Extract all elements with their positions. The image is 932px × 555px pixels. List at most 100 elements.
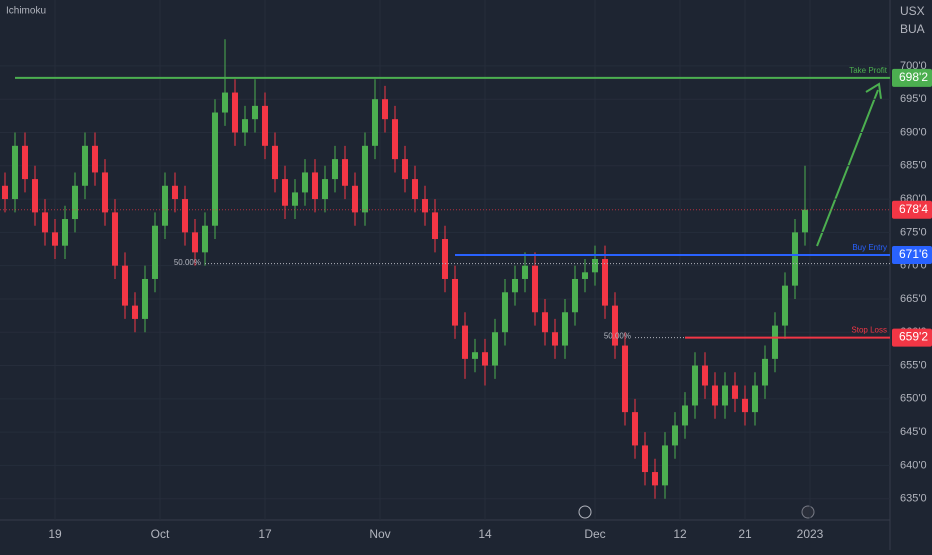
axis-header: USX bbox=[900, 4, 925, 18]
candle-body bbox=[792, 232, 798, 286]
candle-body bbox=[252, 105, 258, 120]
y-tick-label: 695'0 bbox=[900, 93, 927, 105]
candle-body bbox=[122, 265, 128, 306]
candle-body bbox=[72, 185, 78, 220]
candle-body bbox=[52, 232, 58, 246]
candle-body bbox=[222, 92, 228, 113]
candle-body bbox=[292, 192, 298, 206]
level-name: Stop Loss bbox=[851, 326, 887, 335]
candle-body bbox=[112, 212, 118, 266]
event-icon[interactable] bbox=[801, 505, 815, 519]
candle-body bbox=[472, 352, 478, 359]
y-tick-label: 690'0 bbox=[900, 126, 927, 138]
candle-body bbox=[32, 179, 38, 213]
candle-body bbox=[132, 305, 138, 319]
candle-body bbox=[82, 145, 88, 186]
x-tick-label: 12 bbox=[673, 527, 687, 541]
candle-body bbox=[402, 159, 408, 180]
event-icon[interactable] bbox=[578, 505, 592, 519]
candle-body bbox=[342, 159, 348, 186]
candle-body bbox=[162, 185, 168, 226]
candle-body bbox=[412, 179, 418, 200]
x-tick-label: 2023 bbox=[797, 527, 824, 541]
candle-body bbox=[302, 172, 308, 193]
x-tick-label: 21 bbox=[738, 527, 752, 541]
candle-body bbox=[372, 99, 378, 146]
x-tick-label: Nov bbox=[369, 527, 390, 541]
candle-body bbox=[232, 92, 238, 133]
candle-body bbox=[612, 305, 618, 346]
candle-body bbox=[742, 398, 748, 413]
candle-body bbox=[332, 159, 338, 180]
candle-body bbox=[722, 385, 728, 406]
candle-body bbox=[352, 185, 358, 213]
price-tag-label: 678'4 bbox=[899, 202, 928, 216]
candle-body bbox=[142, 278, 148, 319]
y-tick-label: 645'0 bbox=[900, 426, 927, 438]
candle-body bbox=[312, 172, 318, 200]
y-tick-label: 650'0 bbox=[900, 393, 927, 405]
candle-body bbox=[562, 312, 568, 346]
candle-body bbox=[212, 112, 218, 226]
candle-body bbox=[552, 332, 558, 346]
arrow-head bbox=[865, 82, 882, 100]
price-tag-label: 659'2 bbox=[899, 330, 928, 344]
x-tick-label: 19 bbox=[48, 527, 62, 541]
candle-body bbox=[752, 385, 758, 413]
y-tick-label: 640'0 bbox=[900, 459, 927, 471]
candle-body bbox=[152, 225, 158, 279]
candle-body bbox=[2, 185, 8, 200]
candle-body bbox=[632, 412, 638, 446]
candle-body bbox=[442, 239, 448, 279]
y-tick-label: 675'0 bbox=[900, 226, 927, 238]
candle-body bbox=[482, 352, 488, 366]
candle-body bbox=[62, 219, 68, 246]
price-tag bbox=[892, 200, 932, 219]
price-tag bbox=[892, 328, 932, 347]
candle-body bbox=[242, 119, 248, 133]
candle-body bbox=[462, 325, 468, 359]
candle-body bbox=[282, 179, 288, 206]
candle-body bbox=[22, 145, 28, 180]
candle-body bbox=[712, 385, 718, 406]
candle-body bbox=[172, 185, 178, 200]
axis-header: BUA bbox=[900, 22, 925, 36]
candle-body bbox=[12, 145, 18, 200]
candle-body bbox=[772, 325, 778, 359]
candle-body bbox=[802, 209, 808, 233]
candle-body bbox=[762, 358, 768, 386]
candle-body bbox=[542, 312, 548, 333]
candle-body bbox=[192, 232, 198, 253]
candle-body bbox=[622, 345, 628, 413]
candle-body bbox=[362, 145, 368, 213]
candle-body bbox=[102, 172, 108, 213]
candle-body bbox=[782, 285, 788, 326]
fib-label: 50.00% bbox=[604, 332, 631, 341]
candle-body bbox=[392, 119, 398, 160]
level-name: Take Profit bbox=[849, 66, 888, 75]
candle-body bbox=[512, 278, 518, 293]
candle-body bbox=[432, 212, 438, 240]
candle-body bbox=[652, 472, 658, 486]
candle-body bbox=[732, 385, 738, 399]
candle-body bbox=[202, 225, 208, 253]
candle-body bbox=[582, 272, 588, 279]
price-tag-label: 671'6 bbox=[899, 247, 928, 261]
candle-body bbox=[692, 365, 698, 406]
candle-body bbox=[502, 292, 508, 333]
y-tick-label: 665'0 bbox=[900, 293, 927, 305]
candle-body bbox=[602, 259, 608, 306]
candle-body bbox=[572, 278, 578, 313]
x-tick-label: 17 bbox=[258, 527, 272, 541]
chart-title: Ichimoku bbox=[6, 6, 46, 17]
y-tick-label: 700'0 bbox=[900, 60, 927, 72]
candle-body bbox=[672, 425, 678, 446]
price-tag bbox=[892, 246, 932, 265]
candle-body bbox=[92, 145, 98, 173]
candle-body bbox=[182, 199, 188, 233]
price-tag bbox=[892, 68, 932, 87]
candle-body bbox=[452, 278, 458, 326]
candle-body bbox=[662, 445, 668, 486]
